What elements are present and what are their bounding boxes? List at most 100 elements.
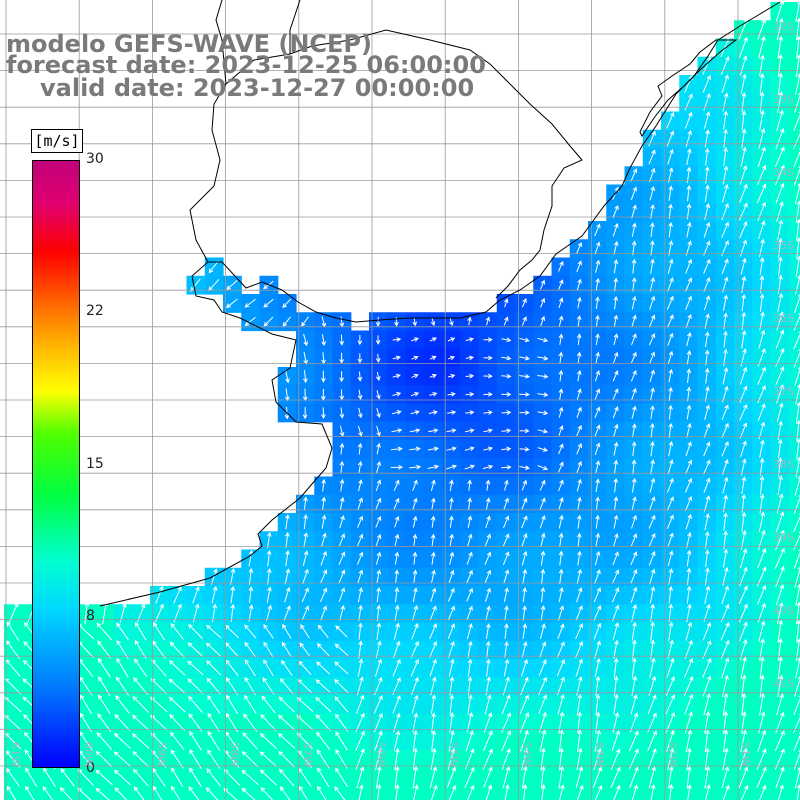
wind-arrow [315,679,331,694]
wind-speed-cell [788,221,800,240]
wind-arrow [429,605,437,621]
wind-arrow [741,128,747,149]
wind-arrow [666,496,674,511]
colorbar-tick-22: 22 [86,303,104,319]
wind-arrow [278,714,296,731]
wind-arrow [613,333,619,346]
wind-arrow [301,316,309,327]
wind-arrow [793,531,800,551]
wind-arrow [521,479,527,491]
wind-speed-cell [788,166,800,186]
wind-arrow [464,766,475,788]
wind-arrow [503,658,510,677]
wind-arrow [501,355,512,361]
wind-arrow [722,183,729,203]
wind-arrow [540,550,546,566]
wind-arrow [776,109,784,131]
wind-arrow [576,351,582,364]
wind-arrow [739,403,748,421]
wind-arrow [241,751,259,768]
wind-arrow [721,674,729,698]
wind-arrow [738,585,748,605]
wind-arrow [84,601,90,625]
wind-arrow [411,373,419,379]
valid-date: valid date: 2023-12-27 00:00:00 [40,74,475,102]
wind-arrow [303,496,308,511]
wind-arrow [613,441,619,456]
wind-speed-cell [788,659,800,678]
wind-arrow [757,201,766,222]
wind-arrow [6,621,20,642]
wind-arrow [409,464,422,470]
wind-arrow [373,712,383,733]
wind-arrow [796,438,800,460]
wind-speed-cell [788,713,800,733]
wind-arrow [317,624,329,639]
wind-arrow [613,514,619,529]
wind-arrow [668,568,674,585]
wind-arrow [339,442,345,455]
wind-arrow [230,585,236,604]
wind-arrow [739,366,748,385]
wind-arrow [686,404,692,420]
wind-arrow [302,550,309,567]
wind-arrow [466,605,473,621]
wind-arrow [465,355,475,361]
lon-label-55w: 55W [447,742,460,767]
wind-arrow [168,696,186,713]
wind-arrow [739,221,748,239]
wind-arrow [777,420,783,441]
wind-arrow [758,329,766,349]
wind-arrow [317,785,327,800]
wind-arrow [447,410,457,415]
wind-arrow [649,369,655,382]
wind-arrow [685,277,693,292]
wind-arrow [685,258,693,274]
wind-arrow [686,531,692,549]
wind-arrow [302,406,308,420]
wind-arrow [685,240,692,256]
wind-arrow [631,784,639,800]
wind-arrow [739,621,748,642]
wind-arrow [504,784,510,800]
wind-arrow [447,373,456,379]
wind-arrow [704,585,711,604]
wind-arrow [795,401,800,423]
wind-arrow [376,604,381,622]
wind-arrow [483,428,493,433]
wind-arrow [484,533,491,547]
wind-arrow [409,446,421,452]
wind-arrow [595,460,601,474]
wind-arrow [357,334,363,346]
wind-arrow [210,568,218,585]
wind-arrow [576,747,583,771]
wind-arrow [777,637,783,661]
wind-arrow [777,475,783,496]
wind-arrow [631,333,637,346]
wind-arrow [758,238,765,258]
wind-arrow [722,165,729,185]
wind-arrow [339,478,345,492]
wind-arrow [540,568,546,585]
wind-arrow [392,677,401,695]
wind-arrow [631,657,637,678]
wind-arrow [721,441,729,457]
wind-arrow [412,551,418,565]
wind-arrow [519,392,530,397]
wind-arrow [613,295,619,310]
wind-arrow [630,569,638,584]
wind-arrow [501,410,512,415]
wind-arrow [225,677,239,696]
wind-arrow [703,603,711,623]
wind-arrow [375,497,382,510]
wind-arrow [321,407,326,420]
wind-arrow [740,73,747,94]
wind-arrow [521,550,528,566]
wind-arrow [684,711,693,734]
wind-arrow [339,407,345,419]
wind-arrow [684,93,693,111]
wind-arrow [704,331,710,348]
wind-arrow [739,422,748,439]
wind-arrow [704,531,710,549]
wind-arrow [334,713,349,732]
